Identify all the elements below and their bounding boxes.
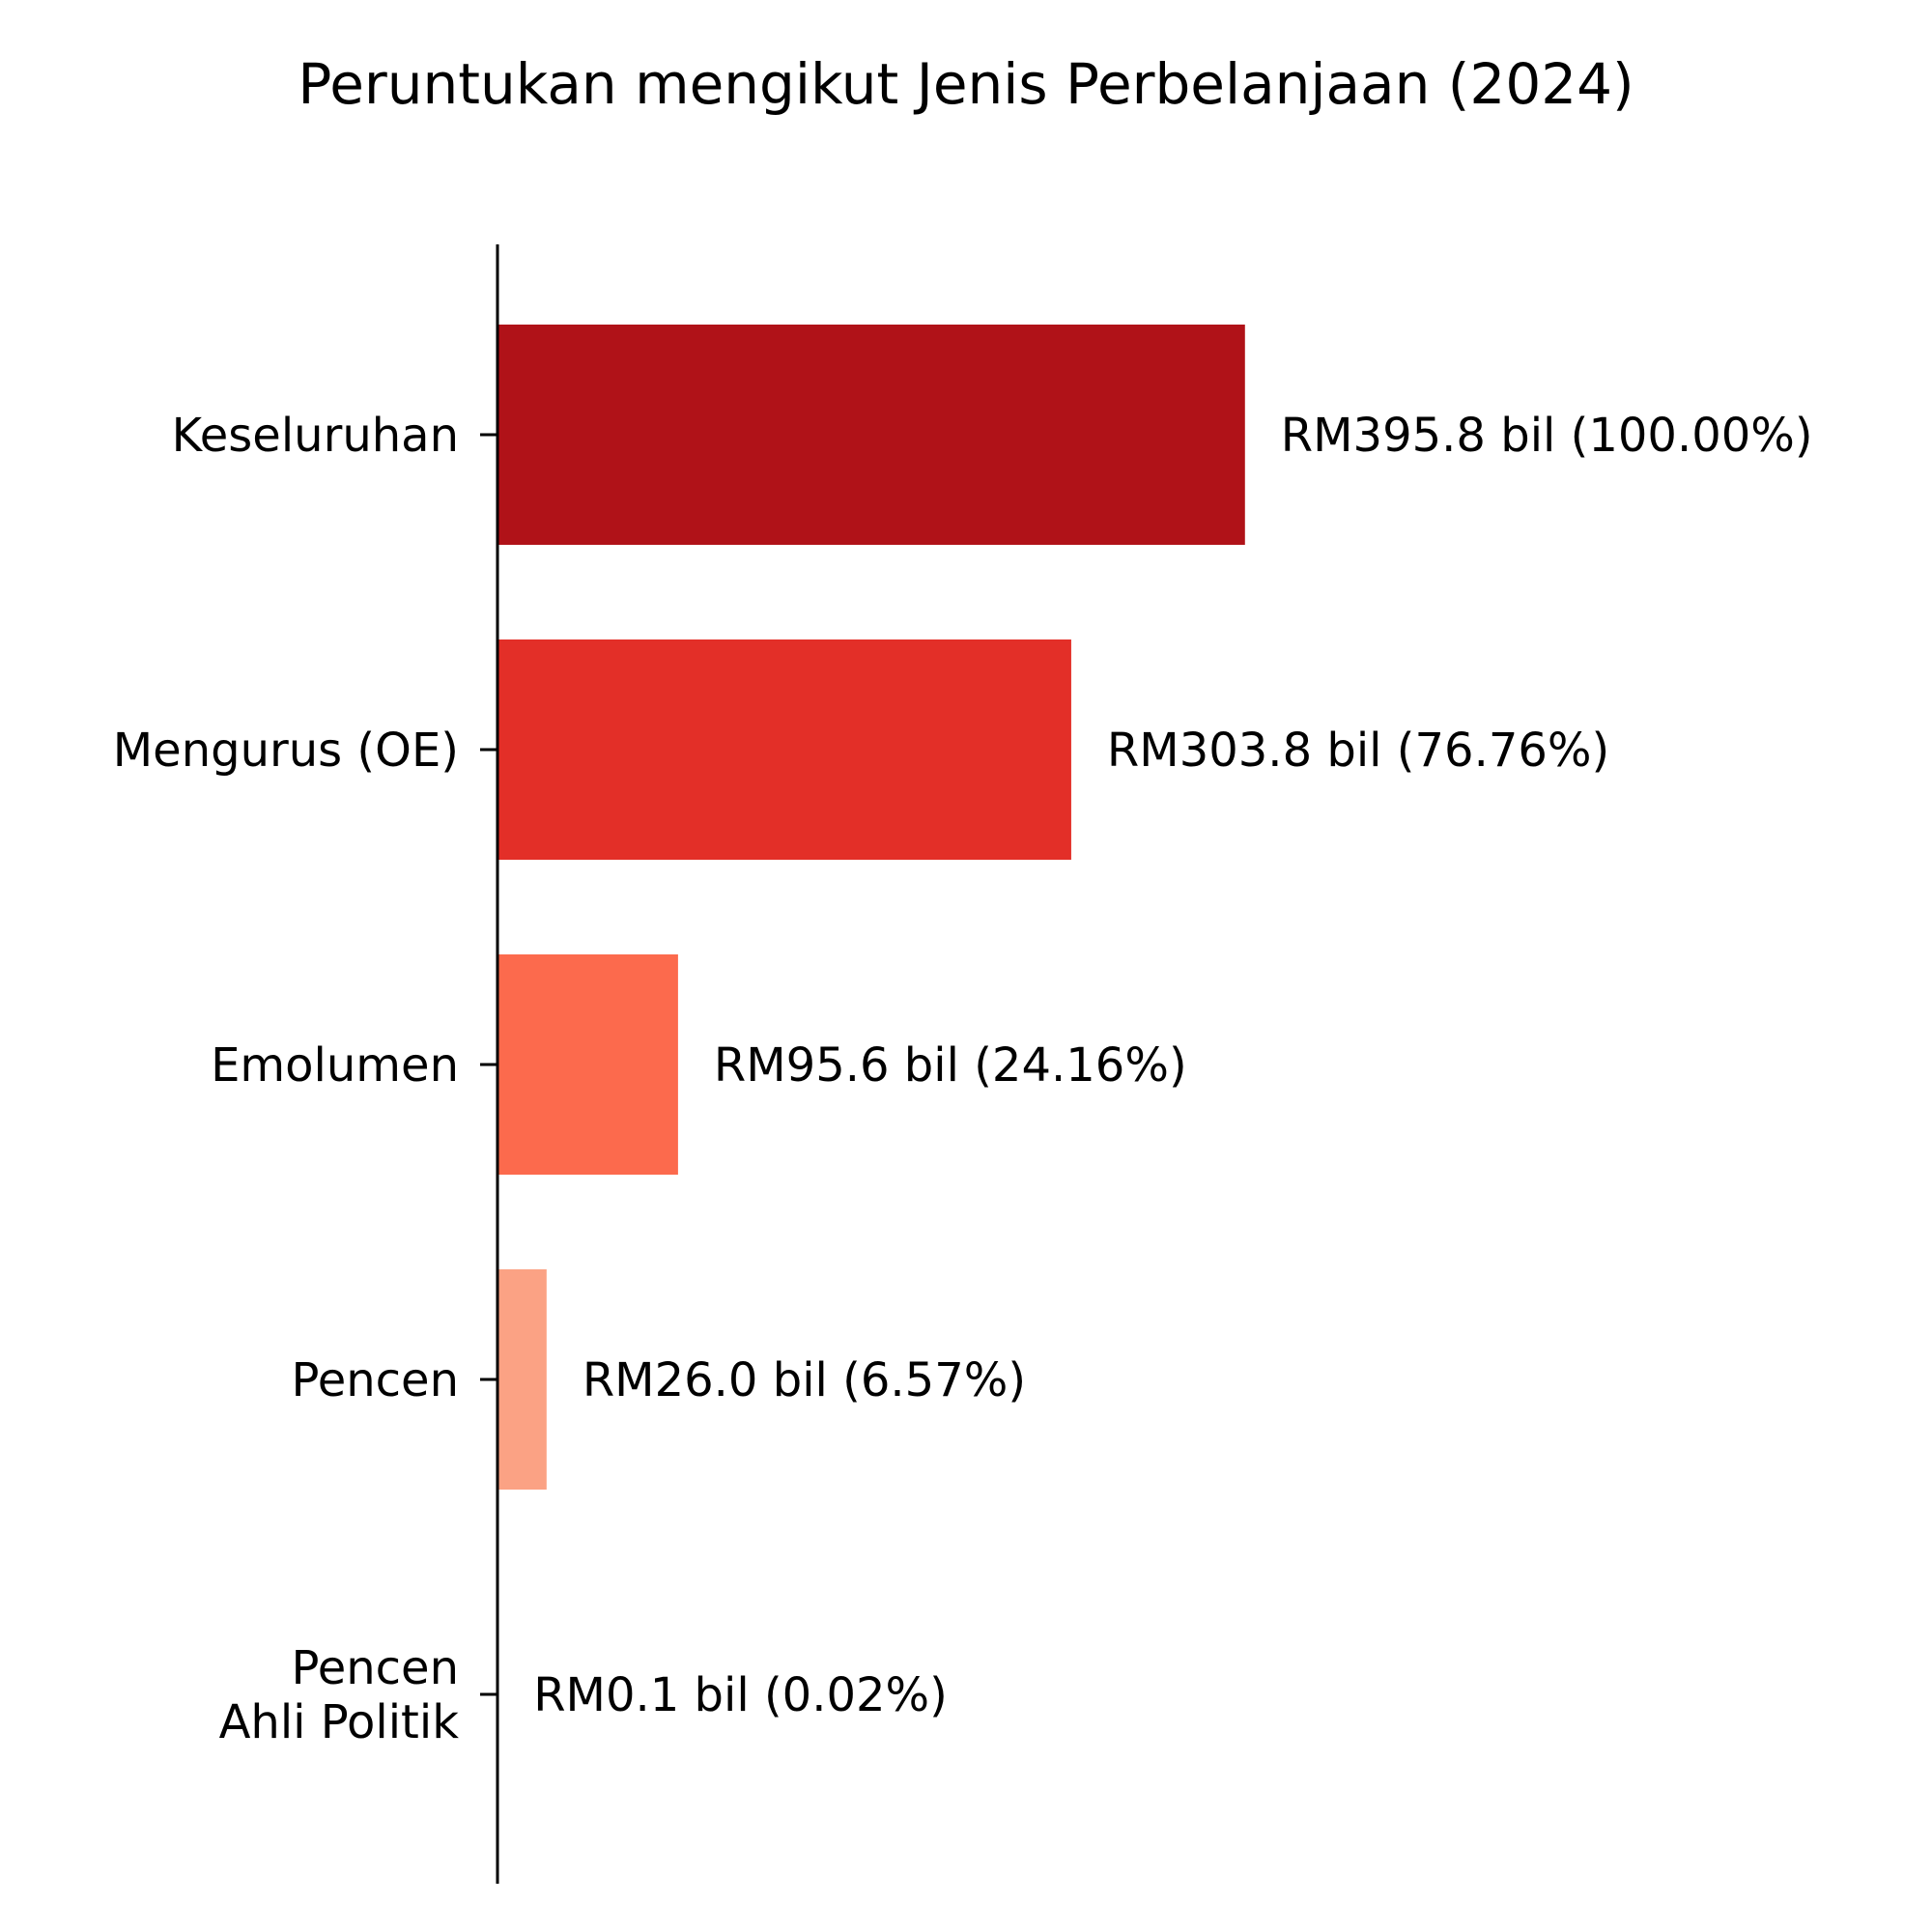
y-tick-label-4: Pencen Ahli Politik [219,1641,460,1749]
data-label-0: RM395.8 bil (100.00%) [1281,409,1813,463]
y-tick-label-line: Ahli Politik [219,1695,460,1749]
bar-3 [497,1269,547,1490]
y-tick-label-line: Pencen [291,1641,459,1695]
y-tick-label-line: Keseluruhan [172,409,459,463]
y-tick-label-0: Keseluruhan [172,409,459,463]
y-tick-label-line: Emolumen [211,1038,459,1093]
y-tick-label-line: Mengurus (OE) [113,724,459,778]
y-tick-label-line: Pencen [291,1353,459,1407]
y-tick-label-3: Pencen [291,1353,459,1407]
y-tick-label-1: Mengurus (OE) [113,724,459,778]
data-label-2: RM95.6 bil (24.16%) [714,1038,1187,1093]
data-label-1: RM303.8 bil (76.76%) [1107,724,1609,778]
bar-2 [497,954,678,1175]
y-tick-label-2: Emolumen [211,1038,459,1093]
bar-1 [497,639,1071,860]
data-labels: RM395.8 bil (100.00%) RM303.8 bil (76.76%… [533,409,1812,1722]
data-label-4: RM0.1 bil (0.02%) [533,1668,948,1722]
data-label-3: RM26.0 bil (6.57%) [582,1353,1026,1407]
chart-title: Peruntukan mengikut Jenis Perbelanjaan (… [298,51,1634,117]
bar-0 [497,325,1245,545]
bars-layer [497,325,1245,1804]
